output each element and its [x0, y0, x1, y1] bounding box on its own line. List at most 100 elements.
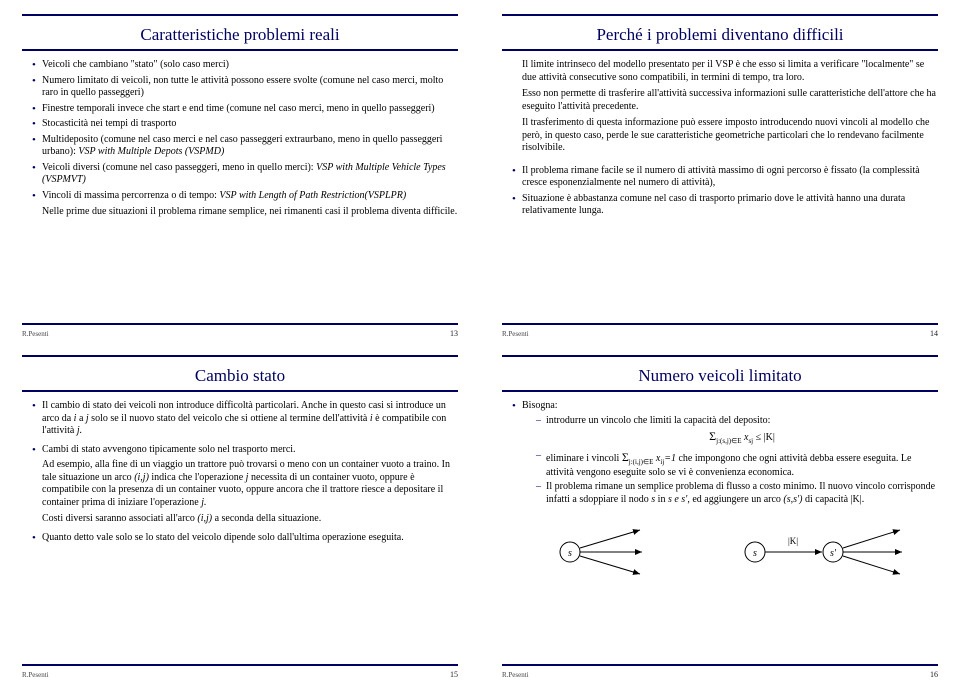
- edge: [843, 530, 900, 548]
- split-node-diagram: s s |K| s': [530, 512, 910, 582]
- bullet-item: Il problema rimane facile se il numero d…: [512, 165, 938, 190]
- text: a: [76, 413, 85, 424]
- var-arc: (s,s'): [783, 494, 802, 505]
- text: , ed aggiungere un arco: [687, 494, 783, 505]
- slide-title: Perché i problemi diventano difficili: [502, 24, 938, 45]
- slide-title: Numero veicoli limitato: [502, 365, 938, 386]
- node-s-right-label: s: [753, 548, 757, 559]
- text: Quanto detto vale solo se lo stato del v…: [42, 532, 404, 543]
- bullet-item: Quanto detto vale solo se lo stato del v…: [32, 532, 458, 545]
- var-j: j.: [201, 497, 206, 508]
- bullet-text: Veicoli diversi (comune nel caso passegg…: [42, 162, 316, 173]
- bullet-text: Numero limitato di veicoli, non tutte le…: [42, 75, 443, 99]
- bullet-item: Vincoli di massima percorrenza o di temp…: [32, 190, 458, 203]
- rule-under-title: [22, 390, 458, 392]
- slide-title: Caratteristiche problemi reali: [22, 24, 458, 45]
- text: introdurre un vincolo che limiti la capa…: [546, 415, 770, 426]
- bullet-item: Situazione è abbastanza comune nel caso …: [512, 193, 938, 218]
- footer-page: 15: [450, 670, 458, 680]
- slide-13: Caratteristiche problemi reali Veicoli c…: [0, 0, 480, 341]
- slide-15: Cambio stato Il cambio di stato dei veic…: [0, 341, 480, 682]
- rule-top: [502, 14, 938, 16]
- bullet-list: Il cambio di stato dei veicoli non intro…: [22, 400, 458, 544]
- bullet-item: Stocasticità nei tempi di trasporto: [32, 118, 458, 131]
- edge-k-label: |K|: [788, 536, 798, 546]
- sub-bullet-item: Il problema rimane un semplice problema …: [536, 481, 938, 506]
- sub-bullet-item: eliminare i vincoli Σj:(i,j)∈E xij=1 che…: [536, 450, 938, 479]
- rule-top: [22, 14, 458, 16]
- paragraph: Il trasferimento di questa informazione …: [522, 117, 938, 155]
- sub-paragraph: Ad esempio, alla fine di un viaggio un t…: [42, 459, 458, 509]
- rule-under-title: [502, 49, 938, 51]
- bullet-item: Veicoli diversi (comune nel caso passegg…: [32, 162, 458, 187]
- var-ij: (i,j): [197, 513, 212, 524]
- footer-page: 14: [930, 329, 938, 339]
- text: Cambi di stato avvengono tipicamente sol…: [42, 444, 296, 455]
- bullet-text: Finestre temporali invece che start e en…: [42, 103, 435, 114]
- slide-16: Numero veicoli limitato Bisogna: introdu…: [480, 341, 960, 682]
- footer-author: R.Pesenti: [502, 330, 529, 339]
- paragraph: Il limite intrinseco del modello present…: [522, 59, 938, 84]
- footer-author: R.Pesenti: [22, 671, 49, 680]
- bullet-item: Finestre temporali invece che start e en…: [32, 103, 458, 116]
- bullet-list: Bisogna: introdurre un vincolo che limit…: [502, 400, 938, 506]
- slide-14: Perché i problemi diventano difficili Il…: [480, 0, 960, 341]
- rule-under-title: [502, 390, 938, 392]
- bullet-italic: VSP with Length of Path Restriction(VSPL…: [219, 190, 406, 201]
- bullet-italic: VSP with Multiple Depots (VSPMD): [78, 146, 224, 157]
- rule-bottom: [22, 323, 458, 325]
- bullet-list: Veicoli che cambiano "stato" (solo caso …: [22, 59, 458, 202]
- x-sub: sj: [748, 437, 753, 445]
- footer-author: R.Pesenti: [22, 330, 49, 339]
- note-text: Nelle prime due situazioni il problema r…: [42, 206, 458, 219]
- sigma-sub: j:(i,j)∈E: [629, 458, 654, 466]
- text: Bisogna:: [522, 400, 558, 411]
- footer-page: 13: [450, 329, 458, 339]
- paragraph: Esso non permette di trasferire all'atti…: [522, 88, 938, 113]
- footer-page: 16: [930, 670, 938, 680]
- rule-under-title: [22, 49, 458, 51]
- bullet-item: Il cambio di stato dei veicoli non intro…: [32, 400, 458, 438]
- rule-top: [22, 355, 458, 357]
- sigma-sub: j:(s,j)∈E: [716, 437, 741, 445]
- bullet-item: Cambi di stato avvengono tipicamente sol…: [32, 444, 458, 526]
- rule-bottom: [502, 664, 938, 666]
- sigma: Σ: [622, 450, 629, 464]
- bullet-item: Bisogna: introdurre un vincolo che limit…: [512, 400, 938, 506]
- sub-bullet-list: introdurre un vincolo che limiti la capa…: [522, 415, 938, 507]
- bullet-text: Situazione è abbastanza comune nel caso …: [522, 193, 905, 217]
- node-s-left-label: s: [568, 548, 572, 559]
- text: Costi diversi saranno associati all'arco: [42, 513, 197, 524]
- bullet-text: Vincoli di massima percorrenza o di temp…: [42, 190, 219, 201]
- footer-author: R.Pesenti: [502, 671, 529, 680]
- rule-top: [502, 355, 938, 357]
- bullet-list: Il problema rimane facile se il numero d…: [502, 165, 938, 218]
- rule-bottom: [22, 664, 458, 666]
- edge: [580, 556, 640, 574]
- rule-bottom: [502, 323, 938, 325]
- edge: [843, 556, 900, 574]
- var-ij: (i,j): [134, 472, 149, 483]
- var-j: j.: [77, 425, 82, 436]
- text: solo se il nuovo stato del veicolo che s…: [89, 413, 370, 424]
- eq: =1: [664, 453, 676, 464]
- bullet-item: Veicoli che cambiano "stato" (solo caso …: [32, 59, 458, 72]
- text: di capacità |K|.: [803, 494, 865, 505]
- text: a seconda della situazione.: [212, 513, 321, 524]
- text: in: [655, 494, 668, 505]
- sub-bullet-item: introdurre un vincolo che limiti la capa…: [536, 415, 938, 446]
- edge: [580, 530, 640, 548]
- bullet-text: Stocasticità nei tempi di trasporto: [42, 118, 176, 129]
- bullet-text: Il problema rimane facile se il numero d…: [522, 165, 920, 189]
- node-sp-label: s': [830, 548, 837, 559]
- var-ss: s e s': [668, 494, 687, 505]
- rhs: ≤ |K|: [756, 432, 775, 443]
- bullet-item: Multideposito (comune nel caso merci e n…: [32, 134, 458, 159]
- bullet-item: Numero limitato di veicoli, non tutte le…: [32, 75, 458, 100]
- text: eliminare i vincoli: [546, 453, 622, 464]
- formula-capacity: Σj:(s,j)∈E xsj ≤ |K|: [546, 429, 938, 446]
- slide-title: Cambio stato: [22, 365, 458, 386]
- sub-paragraph: Costi diversi saranno associati all'arco…: [42, 513, 458, 526]
- text: indica che l'operazione: [149, 472, 246, 483]
- bullet-text: Veicoli che cambiano "stato" (solo caso …: [42, 59, 229, 70]
